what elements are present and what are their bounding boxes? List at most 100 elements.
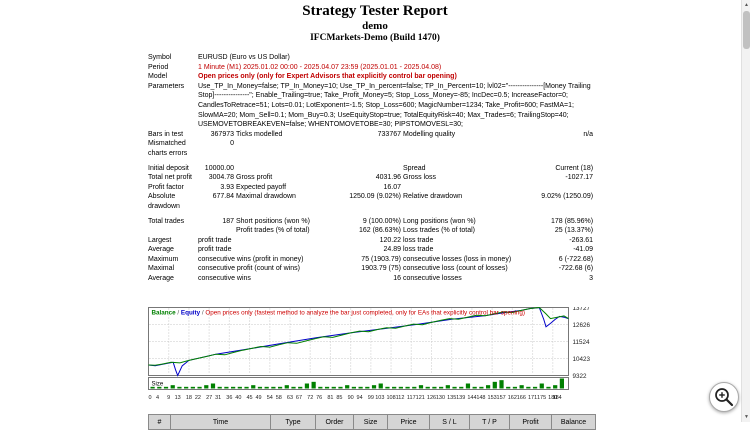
size-bar: [559, 378, 564, 389]
size-bar: [170, 385, 175, 389]
size-bar: [284, 385, 289, 389]
size-bar: [271, 386, 276, 389]
report-cell: profit trade: [198, 236, 232, 244]
report-cell: Spread: [403, 164, 426, 172]
size-bar: [392, 386, 397, 389]
trades-col-header: #: [148, 414, 171, 430]
size-bar: [546, 386, 551, 389]
report-cell: Loss trades (% of total): [403, 227, 475, 235]
size-bar: [251, 385, 256, 389]
report-cell: Largest: [148, 236, 172, 244]
report-cell: consecutive loss (count of losses): [403, 265, 508, 273]
report-cell: 3.93: [220, 183, 234, 191]
size-bar: [204, 385, 209, 389]
size-bar: [532, 386, 538, 389]
x-axis-label: 81: [327, 395, 333, 401]
size-bar: [485, 385, 491, 389]
size-bar: [291, 386, 296, 389]
size-bar: [465, 383, 471, 389]
report-cell: Model: [148, 73, 168, 81]
scrollbar-thumb[interactable]: [743, 11, 750, 49]
report-cell: 187: [222, 217, 234, 225]
report-cell: -1027.17: [565, 174, 594, 182]
x-axis-label: 99: [368, 395, 374, 401]
balance-line: [148, 307, 569, 366]
x-axis-label: 175: [537, 395, 546, 401]
x-axis-label: 63: [287, 395, 293, 401]
x-axis-label: 153: [488, 395, 497, 401]
zoom-button[interactable]: [709, 382, 739, 412]
report-cell: Use_TP_In_Money=false; TP_In_Money=10; U…: [198, 82, 591, 129]
size-bar: [445, 385, 450, 389]
size-pane-label: Size: [152, 382, 164, 388]
size-bar: [492, 381, 497, 389]
report-row: Profit factor 3.93 Expected payoff 16.07: [148, 183, 595, 193]
x-axis-label: 9: [167, 395, 170, 401]
report-row: Total trades 187 Short positions (won %) 9 …: [148, 217, 595, 227]
report-cell: 162 (86.63%): [358, 227, 401, 235]
size-bar: [358, 386, 363, 389]
size-bar: [257, 386, 263, 389]
report-cell: 9.02% (1250.09): [541, 193, 594, 201]
scrollbar-down-icon[interactable]: ▼: [742, 412, 750, 422]
report-cell: Long positions (won %): [403, 217, 476, 225]
report-row: Parameters Use_TP_In_Money=false; TP_In_M…: [148, 82, 595, 130]
report-cell: Gross loss: [403, 174, 437, 182]
report-cell: 75 (1903.79): [361, 255, 401, 263]
x-axis-label: 130: [436, 395, 445, 401]
report-cell: 3004.78: [208, 174, 234, 182]
report-row: Maximum consecutive wins (profit in money…: [148, 255, 595, 265]
report-cell: 24.89: [383, 246, 401, 254]
x-axis-label: 36: [226, 395, 232, 401]
chart-legend: Balance / Equity / Open prices only (fas…: [152, 310, 525, 317]
size-bar: [311, 381, 316, 389]
size-bar: [452, 386, 457, 389]
trades-col-header: Profit: [509, 414, 552, 430]
x-axis-label: 27: [206, 395, 212, 401]
x-axis-label: 90: [348, 395, 354, 401]
report-cell: 1903.79 (75): [361, 265, 401, 273]
size-bar: [304, 383, 310, 389]
report-row: Average consecutive wins 16 consecutive los…: [148, 274, 595, 284]
report-cell: Period: [148, 63, 169, 71]
size-bar: [157, 386, 162, 389]
size-bar: [177, 386, 182, 389]
report-cell: consecutive wins: [198, 275, 251, 283]
x-axis-label: 13: [175, 395, 181, 401]
report-cell: [517, 183, 595, 193]
x-axis-label: 184: [553, 395, 562, 401]
vertical-scrollbar[interactable]: ▲ ▼: [741, 0, 750, 422]
x-axis-label: 171: [528, 395, 537, 401]
x-axis-label: 148: [476, 395, 485, 401]
scrollbar-up-icon[interactable]: ▲: [742, 0, 750, 10]
report-cell: Expected payoff: [236, 183, 287, 191]
report-cell: Ticks modelled: [236, 130, 283, 138]
size-bar: [163, 386, 169, 389]
size-bar: [224, 386, 229, 389]
report-cell: -263.61: [569, 236, 594, 244]
x-axis-label: 103: [375, 395, 384, 401]
report-cell: consecutive losses: [403, 275, 462, 283]
report-row: Symbol EURUSD (Euro vs US Dollar): [148, 53, 595, 63]
report-cell: EURUSD (Euro vs US Dollar): [198, 54, 290, 61]
report-cell: consecutive wins (profit in money): [198, 255, 304, 263]
report-cell: [236, 164, 403, 174]
size-bar: [298, 386, 303, 389]
size-bar: [217, 386, 222, 389]
report-cell: Mismatched charts errors: [148, 140, 188, 157]
y-axis-label: 11524: [573, 339, 591, 346]
report-cell: loss trade: [403, 236, 434, 244]
report-cell: 367973: [210, 130, 234, 138]
size-bar: [331, 386, 336, 389]
x-axis-label: 139: [456, 395, 465, 401]
report-cell: 25 (13.37%): [554, 227, 594, 235]
report-cell: 733767: [377, 130, 401, 138]
balance-equity-chart: 13727 12626 11524 10423 9322 0 4 9 13 18 22 27 31 36 4…: [148, 307, 595, 403]
report-cell: 1250.09 (9.02%): [349, 193, 401, 201]
size-bar: [499, 380, 504, 389]
size-bar: [351, 386, 356, 389]
report-cell: Current (18): [555, 164, 594, 172]
